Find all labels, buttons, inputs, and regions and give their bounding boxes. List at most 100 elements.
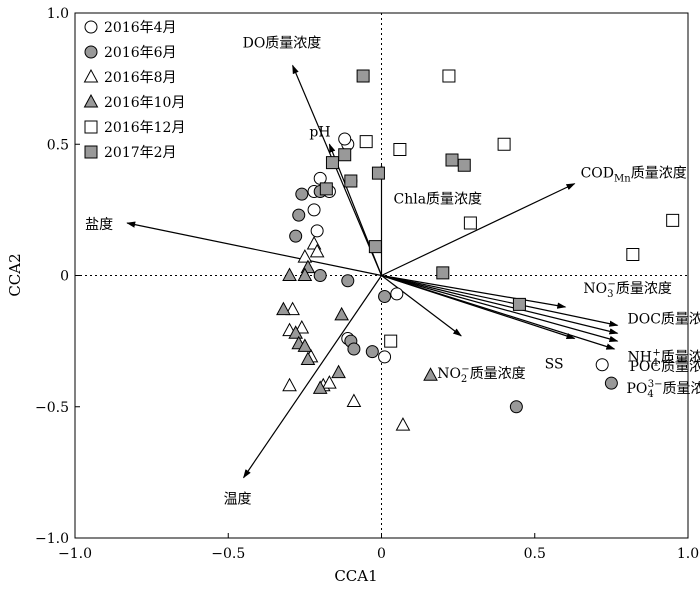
data-point	[463, 216, 477, 230]
legend-marker	[83, 68, 99, 83]
data-point	[334, 306, 349, 321]
data-point	[313, 269, 327, 282]
vector-arrow	[381, 274, 616, 350]
axis-ticks: −1.0 −0.5 0 0.5 1.0 1.0 0.5 0 −0.5 −1.0	[35, 6, 699, 562]
x-axis-label: CCA1	[334, 567, 377, 585]
vector-label: DOC质量浓度	[628, 311, 700, 327]
y-axis-label: CCA2	[6, 253, 24, 296]
data-point	[331, 364, 346, 379]
data-point	[312, 380, 328, 394]
data-point	[378, 290, 392, 303]
vector-label: NO3−质量浓度	[583, 279, 672, 300]
data-point	[282, 267, 297, 281]
x-tick-label: −0.5	[211, 546, 245, 562]
vector-arrow	[292, 64, 383, 276]
y-tick-label: 1.0	[47, 6, 69, 22]
vector-label: POC质量浓度	[630, 359, 700, 375]
y-tick-label: 0	[60, 269, 69, 285]
vector-arrow	[126, 221, 382, 277]
data-point	[325, 156, 339, 170]
data-point	[378, 350, 392, 364]
vector-label: Chla质量浓度	[394, 191, 483, 207]
data-point	[338, 132, 352, 146]
data-point	[359, 135, 373, 149]
data-point	[423, 367, 438, 381]
legend-label: 2017年2月	[104, 145, 177, 161]
data-point	[310, 224, 324, 238]
data-point	[289, 229, 303, 243]
y-tick-label: 0.5	[47, 137, 69, 153]
legend-label: 2016年4月	[104, 20, 177, 36]
data-point	[322, 375, 337, 389]
data-point	[294, 319, 310, 334]
data-point	[338, 148, 352, 162]
data-point	[297, 249, 313, 263]
x-tick-label: −1.0	[58, 546, 92, 562]
data-point	[457, 158, 471, 172]
vector-arrow	[243, 275, 382, 479]
vector-arrow	[381, 274, 619, 335]
y-tick-label: −0.5	[35, 400, 69, 416]
legend-marker	[84, 20, 98, 34]
x-tick-label: 1.0	[677, 546, 699, 562]
data-point	[300, 351, 316, 365]
data-point	[347, 342, 361, 356]
legend-label: 2016年10月	[104, 95, 185, 111]
data-point	[395, 417, 411, 431]
data-point	[365, 345, 379, 359]
data-point	[292, 208, 306, 222]
data-point	[282, 377, 297, 392]
legend: 2016年4月 2016年6月 2016年8月 2016年10月 2016年12月 201…	[83, 20, 185, 161]
data-point	[442, 69, 456, 83]
x-tick-label: 0.5	[524, 546, 546, 562]
data-point	[497, 137, 511, 151]
data-point	[384, 334, 398, 348]
legend-marker	[84, 145, 98, 159]
data-point	[297, 267, 313, 281]
x-tick-label: 0	[377, 546, 386, 562]
vector-label: 温度	[224, 492, 252, 508]
legend-label: 2016年8月	[104, 70, 177, 86]
data-point	[285, 301, 300, 316]
data-point	[604, 376, 618, 390]
data-point	[595, 358, 609, 372]
vector-arrow	[381, 183, 576, 277]
vector-label: 盐度	[85, 217, 113, 233]
y-tick-label: −1.0	[35, 531, 69, 547]
vector-label: pH	[309, 124, 330, 140]
data-point	[309, 243, 325, 258]
data-point	[445, 153, 459, 167]
data-point	[344, 174, 358, 188]
data-point	[346, 393, 362, 407]
vector-arrow	[381, 274, 619, 327]
data-point	[436, 266, 450, 280]
vector-label: PO43−质量浓度	[626, 379, 700, 400]
data-point	[368, 240, 382, 254]
legend-marker	[83, 93, 99, 108]
vector-arrow	[381, 275, 462, 337]
legend-marker	[84, 120, 98, 134]
data-point	[390, 287, 404, 301]
data-point	[512, 297, 526, 311]
data-point	[297, 338, 313, 352]
data-point	[371, 166, 385, 180]
vector-label: DO质量浓度	[243, 36, 322, 52]
legend-label: 2016年12月	[104, 120, 185, 136]
data-point	[356, 69, 370, 83]
data-point	[393, 143, 407, 156]
data-point	[307, 203, 321, 217]
sample-points	[276, 69, 680, 431]
vector-label: NO2−质量浓度	[437, 364, 526, 385]
data-point	[509, 400, 523, 414]
vector-label: CODMn质量浓度	[581, 166, 687, 185]
data-point	[288, 325, 304, 339]
vector-arrow	[381, 274, 567, 309]
data-point	[341, 274, 355, 288]
data-point	[666, 213, 680, 227]
data-point	[319, 182, 333, 196]
legend-label: 2016年6月	[104, 45, 177, 61]
vector-arrow	[381, 274, 619, 342]
data-point	[626, 248, 640, 261]
